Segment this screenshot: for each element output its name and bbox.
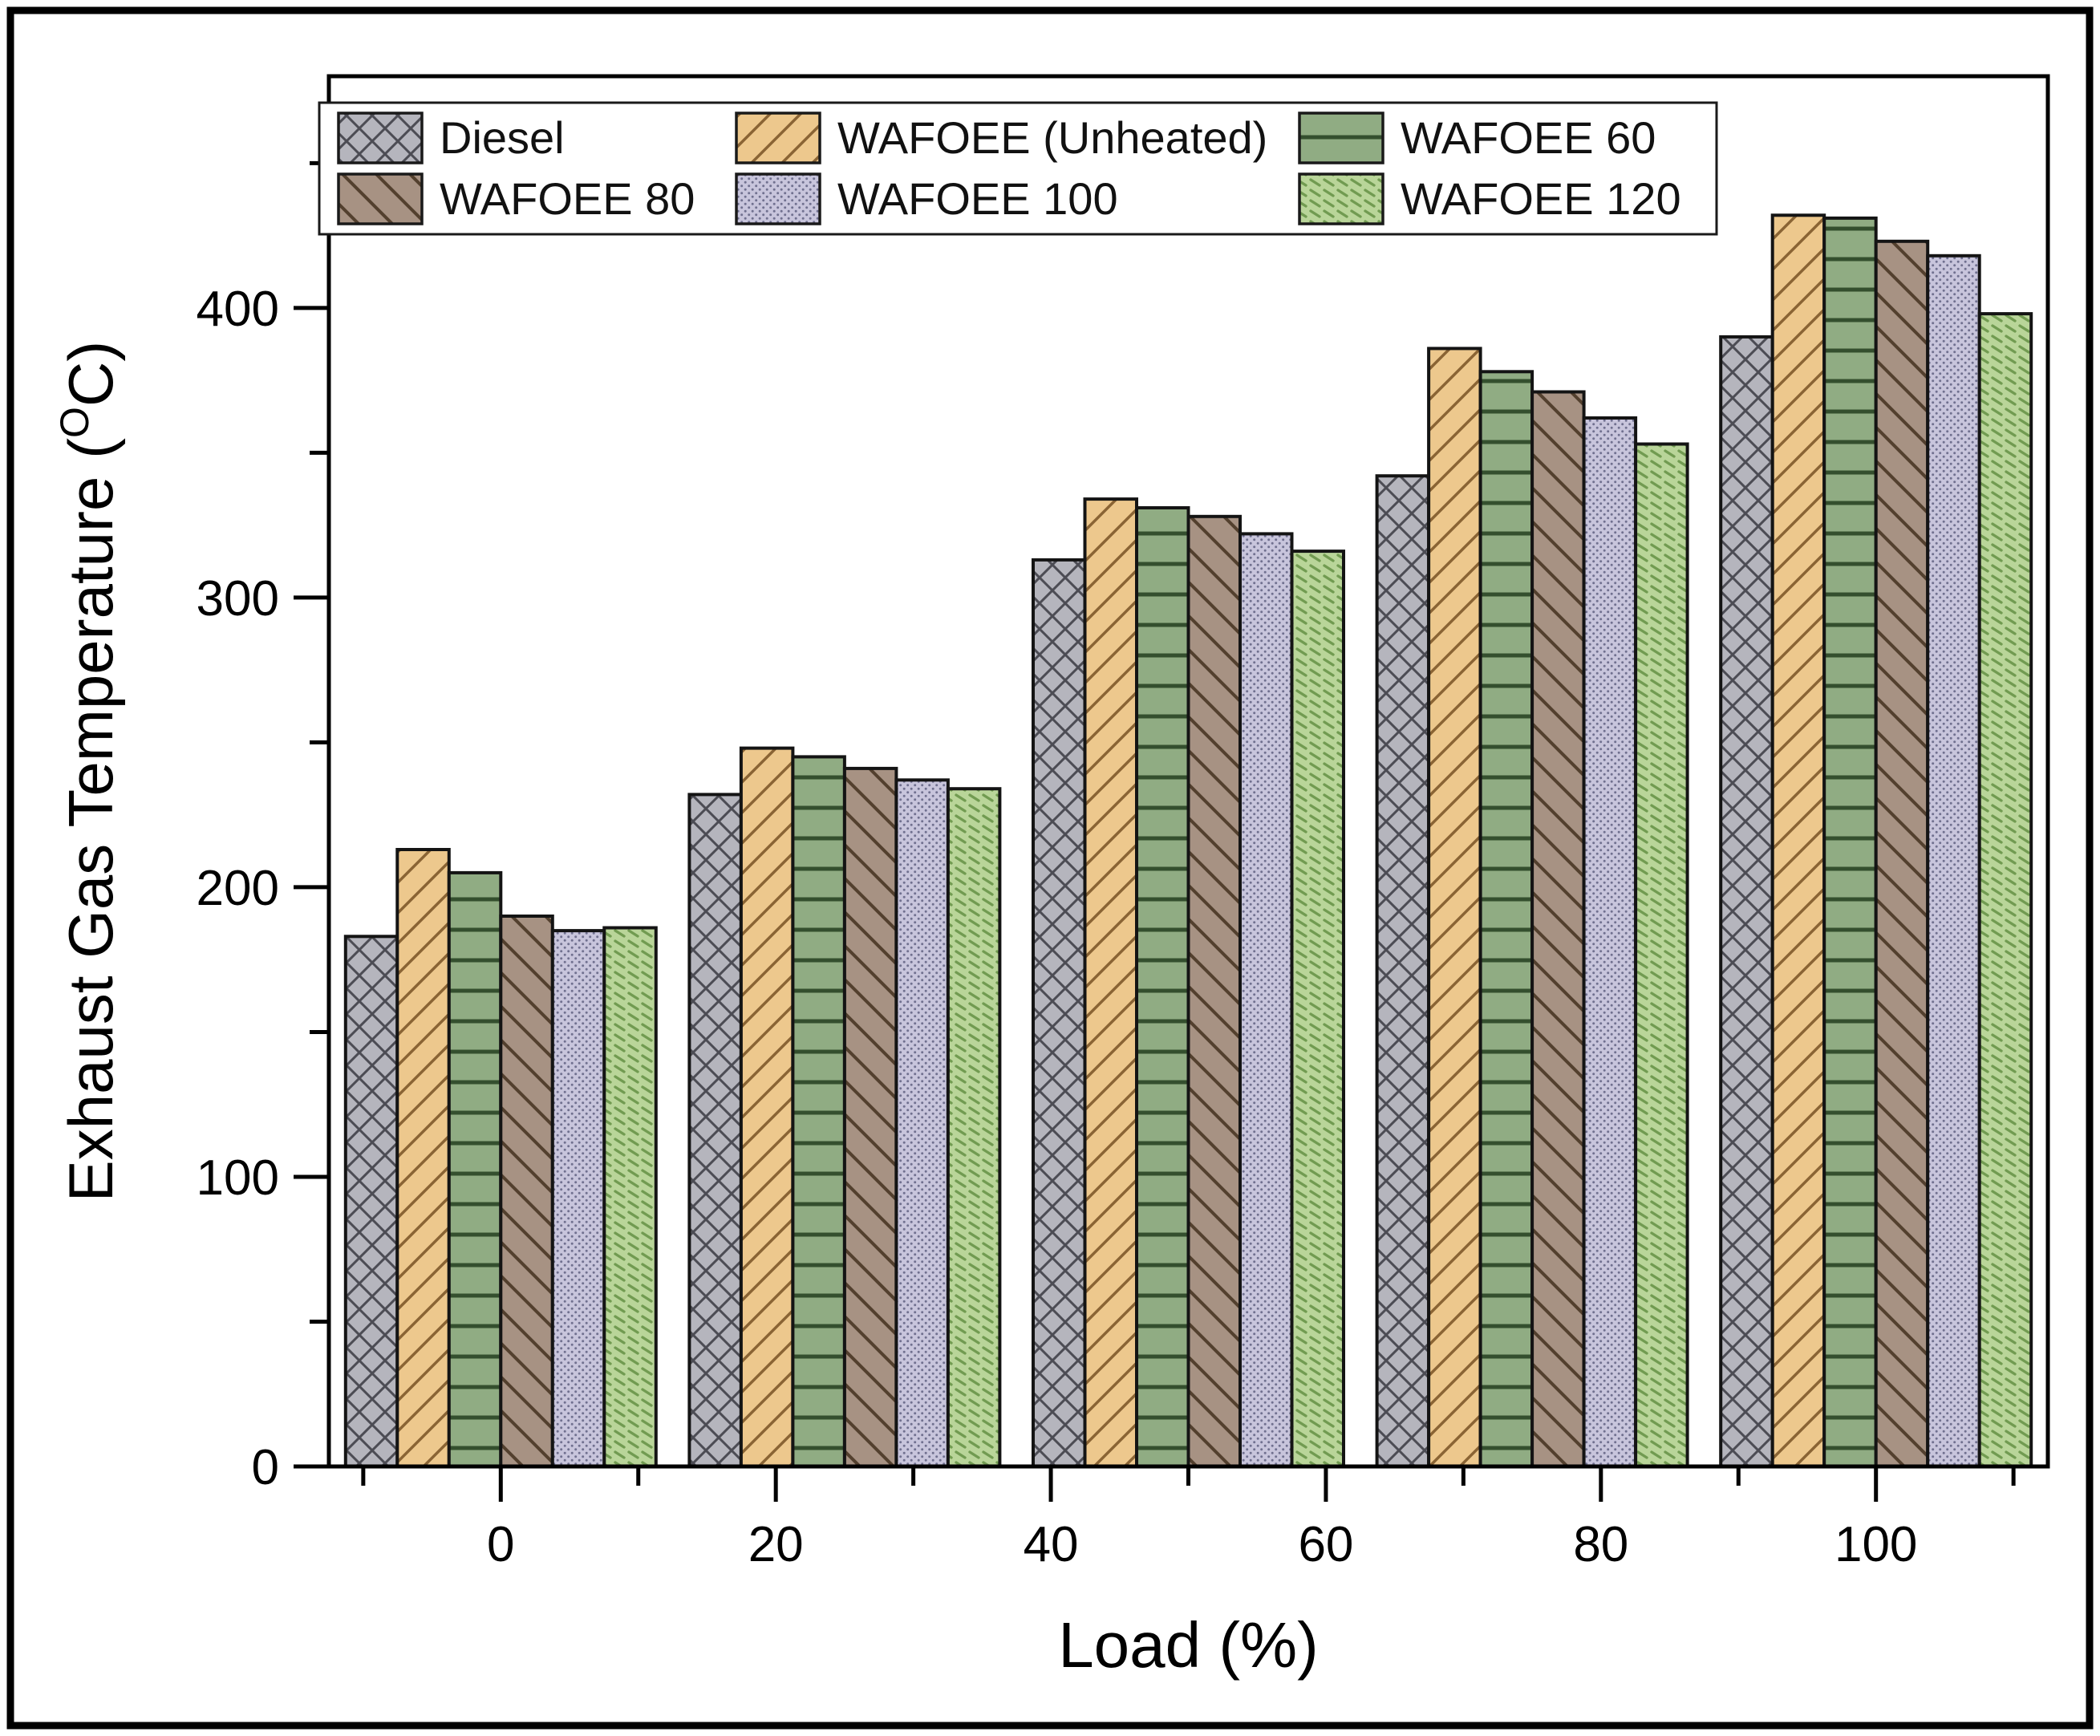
legend-item-wafoee-unheated-: WAFOEE (Unheated) [735,112,1267,164]
bar-wafoee-unheated--load-0 [395,848,451,1468]
bar-diesel-load-50 [1032,558,1087,1468]
legend-label: WAFOEE 60 [1401,112,1656,163]
bar-wafoee-100-load-100 [1926,254,1981,1468]
legend-swatch [735,112,821,164]
bar-wafoee-120-load-25 [946,787,1002,1468]
legend: Diesel WAFOEE (Unheated) WAFOEE 60 WAFOEE 8… [318,101,1718,236]
legend-label: Diesel [440,112,565,163]
bar-diesel-load-25 [687,793,743,1468]
legend-item-wafoee-100: WAFOEE 100 [735,172,1118,225]
y-axis: 0 100 200 300 400 [197,160,329,1495]
bar-wafoee-100-load-25 [894,778,950,1468]
legend-item-diesel: Diesel [337,112,565,164]
bars [343,213,2033,1469]
bar-wafoee-80-load-0 [499,915,554,1468]
x-tick-label: 80 [1573,1517,1628,1572]
bar-wafoee-120-load-50 [1290,550,1345,1468]
bar-wafoee-80-load-100 [1874,239,1930,1468]
bar-wafoee-100-load-75 [1582,416,1638,1468]
bar-wafoee-60-load-75 [1478,370,1534,1468]
x-axis-title: Load (%) [1058,1609,1319,1681]
bar-wafoee-60-load-25 [791,755,846,1468]
legend-label: WAFOEE 80 [440,173,695,224]
x-tick-label: 0 [487,1517,514,1572]
bar-diesel-load-0 [343,935,399,1469]
x-tick-label: 40 [1024,1517,1079,1572]
legend-swatch [735,172,821,225]
bar-wafoee-100-load-0 [550,929,606,1468]
legend-swatch [337,172,424,225]
legend-label: WAFOEE 100 [837,173,1118,224]
legend-swatch [1298,112,1384,164]
bar-wafoee-100-load-50 [1239,532,1294,1468]
bar-wafoee-60-load-100 [1822,216,1878,1468]
y-tick-label: 200 [197,861,279,916]
x-tick-label: 60 [1298,1517,1353,1572]
bar-wafoee-unheated--load-25 [739,746,795,1468]
bar-wafoee-60-load-50 [1135,506,1190,1468]
legend-item-wafoee-80: WAFOEE 80 [337,172,695,225]
y-tick-label: 400 [197,282,279,337]
legend-item-wafoee-120: WAFOEE 120 [1298,172,1681,225]
legend-swatch [337,112,424,164]
bar-diesel-load-75 [1375,474,1431,1469]
legend-box [318,101,1718,236]
bar-wafoee-unheated--load-75 [1427,347,1482,1468]
x-axis: 0 20 40 60 80 100 [361,1466,2016,1572]
x-tick-label: 20 [748,1517,804,1572]
bar-wafoee-60-load-0 [447,870,503,1468]
bar-wafoee-120-load-0 [602,926,658,1468]
legend-swatch [1298,172,1384,225]
y-tick-label: 0 [252,1440,279,1495]
bar-wafoee-unheated--load-100 [1770,213,1826,1468]
figure-border [6,6,2094,1730]
y-tick-label: 100 [197,1150,279,1206]
bar-wafoee-120-load-100 [1977,312,2033,1469]
y-tick-label: 300 [197,571,279,627]
bar-wafoee-80-load-75 [1530,390,1586,1468]
legend-label: WAFOEE 120 [1401,173,1681,224]
bar-wafoee-120-load-75 [1634,442,1689,1468]
bar-diesel-load-100 [1719,335,1774,1468]
legend-item-wafoee-60: WAFOEE 60 [1298,112,1656,164]
y-axis-title: Exhaust Gas Temperature (OC) [52,341,126,1203]
bar-wafoee-unheated--load-50 [1083,497,1138,1468]
x-tick-label: 100 [1834,1517,1917,1572]
bar-wafoee-80-load-50 [1186,514,1242,1468]
legend-label: WAFOEE (Unheated) [837,112,1267,163]
bar-wafoee-80-load-25 [842,766,898,1468]
